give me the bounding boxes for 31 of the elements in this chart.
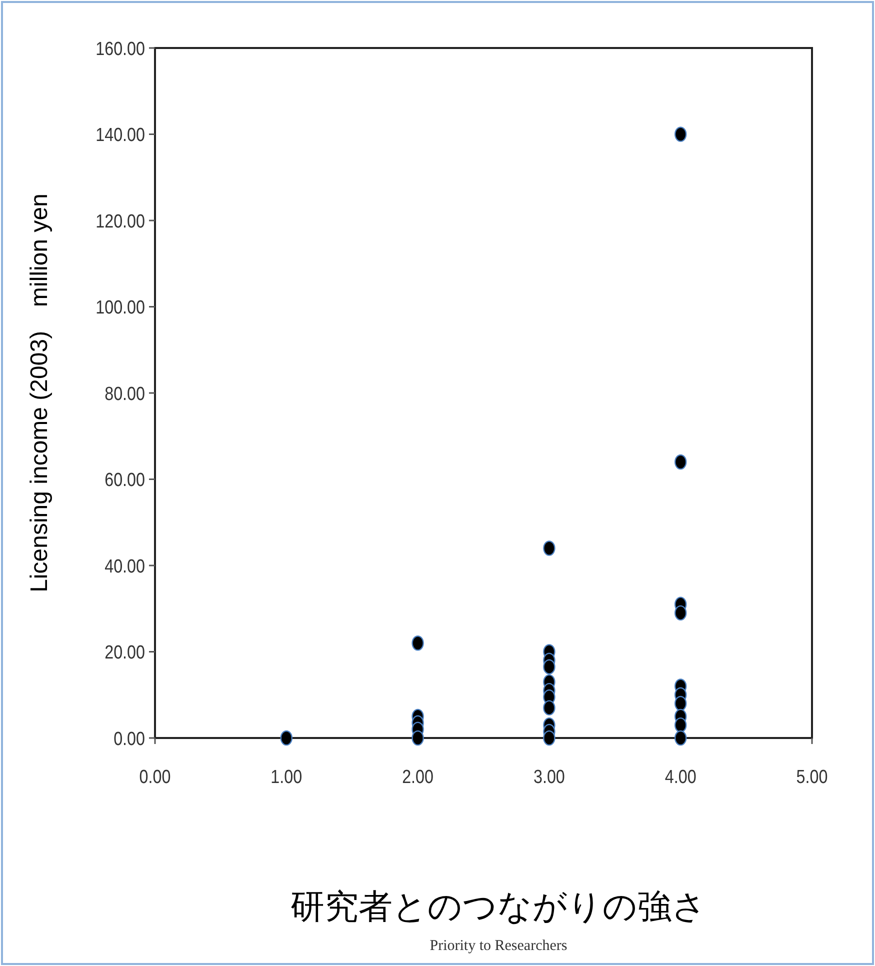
y-tick-label: 0.00 <box>114 728 146 750</box>
x-tick-label: 2.00 <box>402 766 434 788</box>
x-tick-label: 5.00 <box>796 766 828 788</box>
point <box>674 696 687 712</box>
y-tick-label: 100.00 <box>96 296 146 318</box>
point <box>280 730 292 746</box>
x-tick-label: 4.00 <box>664 766 696 788</box>
point <box>674 730 687 746</box>
y-tick-label: 20.00 <box>104 642 146 664</box>
text: Priority to Researchers <box>430 938 568 954</box>
point <box>674 605 687 621</box>
y-tick-label: 120.00 <box>96 210 146 232</box>
y-tick-label: 60.00 <box>104 469 146 491</box>
point <box>674 454 687 470</box>
point <box>543 730 556 746</box>
y-tick-label: 140.00 <box>96 124 146 146</box>
x-tick-label: 1.00 <box>270 766 302 788</box>
point <box>543 659 556 674</box>
x-axis-title: 研究者とのつながりの強さ <box>290 888 706 926</box>
point <box>543 700 556 716</box>
y-axis-title: Licensing income (2003) million yen <box>26 194 53 592</box>
point <box>412 636 424 651</box>
point <box>412 730 424 746</box>
point <box>674 126 687 142</box>
y-tick-label: 160.00 <box>96 38 146 60</box>
y-tick-label: 40.00 <box>104 555 146 577</box>
x-tick-label: 3.00 <box>533 766 566 788</box>
point <box>674 717 687 733</box>
x-tick-label: 0.00 <box>139 766 171 788</box>
point <box>543 540 556 556</box>
y-tick-label: 80.00 <box>104 382 146 404</box>
